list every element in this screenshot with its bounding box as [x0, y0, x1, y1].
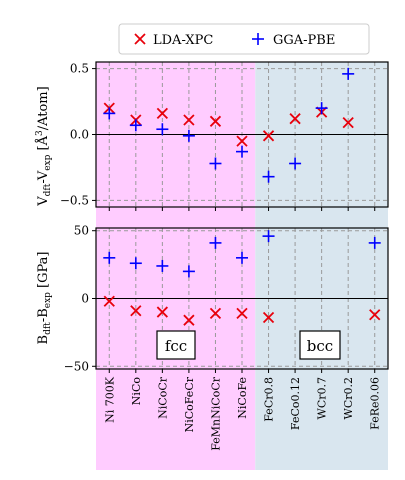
gga-point	[236, 251, 248, 264]
gga-point	[129, 119, 142, 132]
fcc-annotation: fcc	[156, 330, 196, 360]
gga-point	[315, 102, 328, 115]
lda-point	[209, 115, 222, 127]
lda-point	[130, 305, 142, 317]
lda-point	[156, 107, 169, 120]
legend-frame	[118, 23, 370, 55]
lda-point	[262, 311, 275, 324]
y-axis-label-volume: Vdft-Vexp [Å3/Atom]	[35, 86, 53, 206]
svg-text:bcc: bcc	[307, 337, 333, 355]
x-category-label: Ni 700K	[103, 376, 116, 423]
lda-point	[236, 135, 248, 147]
legend-marker-gga	[252, 33, 264, 45]
lda-point	[183, 314, 195, 326]
legend-label-gga: GGA-PBE	[273, 33, 335, 48]
gga-point	[129, 257, 142, 270]
gga-point	[262, 230, 275, 243]
x-category-labels: Ni 700K NiCo NiCoCr NiCoFeCr FeMnNiCoCr NiCoF…	[103, 376, 381, 451]
x-category-label: FeMnNiCoCr	[209, 376, 222, 450]
bottom-panel-bulk-modulus: 50 0 −50	[64, 224, 389, 373]
legend-marker-lda	[134, 33, 146, 45]
gga-point	[103, 251, 116, 264]
gga-point	[209, 236, 222, 249]
legend: LDA-XPC GGA-PBE	[118, 23, 370, 55]
legend-label-lda: LDA-XPC	[153, 33, 213, 48]
y-tick-label: 0.0	[70, 128, 89, 142]
y-tick-label: 0	[81, 292, 89, 306]
axes-frame	[95, 227, 389, 370]
top-panel-volume: 0.5 0.0 −0.5	[60, 61, 389, 211]
lda-point	[183, 114, 195, 126]
lda-point	[103, 295, 115, 307]
fcc-region	[96, 62, 256, 470]
lda-point	[236, 307, 248, 320]
lda-point	[262, 130, 275, 142]
y-tick-label: 50	[74, 224, 89, 238]
gga-point	[262, 170, 275, 183]
lda-point	[342, 116, 354, 129]
gga-point	[156, 259, 169, 272]
gga-point	[342, 67, 355, 80]
lda-point	[369, 309, 381, 321]
y-axis-label-bulk-modulus: Bdft-Bexp [GPa]	[36, 252, 53, 345]
bcc-annotation: bcc	[299, 330, 341, 360]
x-category-label: FeRe0.06	[369, 377, 382, 430]
y-tick-label: −0.5	[60, 193, 89, 207]
gga-point	[103, 107, 116, 120]
svg-text:fcc: fcc	[165, 337, 187, 355]
gga-point	[289, 157, 302, 170]
x-category-label: FeCo0.12	[289, 377, 302, 430]
y-tick-label: 0.5	[70, 62, 89, 76]
y-tick-label: −50	[64, 359, 89, 373]
lda-point	[209, 307, 222, 320]
lda-point	[156, 306, 169, 318]
gga-point	[236, 145, 248, 158]
gga-point	[156, 123, 169, 136]
gga-point	[209, 157, 222, 170]
lda-point	[289, 113, 301, 125]
gga-point	[182, 265, 195, 278]
x-category-label: NiCoFe	[236, 377, 249, 419]
x-category-label: WCr0.7	[316, 377, 329, 419]
x-category-label: NiCo	[130, 377, 143, 406]
x-category-label: WCr0.2	[342, 377, 355, 419]
axes-frame	[95, 61, 389, 208]
x-category-label: FeCr0.8	[263, 377, 276, 422]
x-category-label: NiCoFeCr	[183, 376, 196, 432]
gga-point	[182, 129, 195, 142]
x-category-label: NiCoCr	[156, 376, 169, 419]
gga-point	[368, 236, 381, 249]
